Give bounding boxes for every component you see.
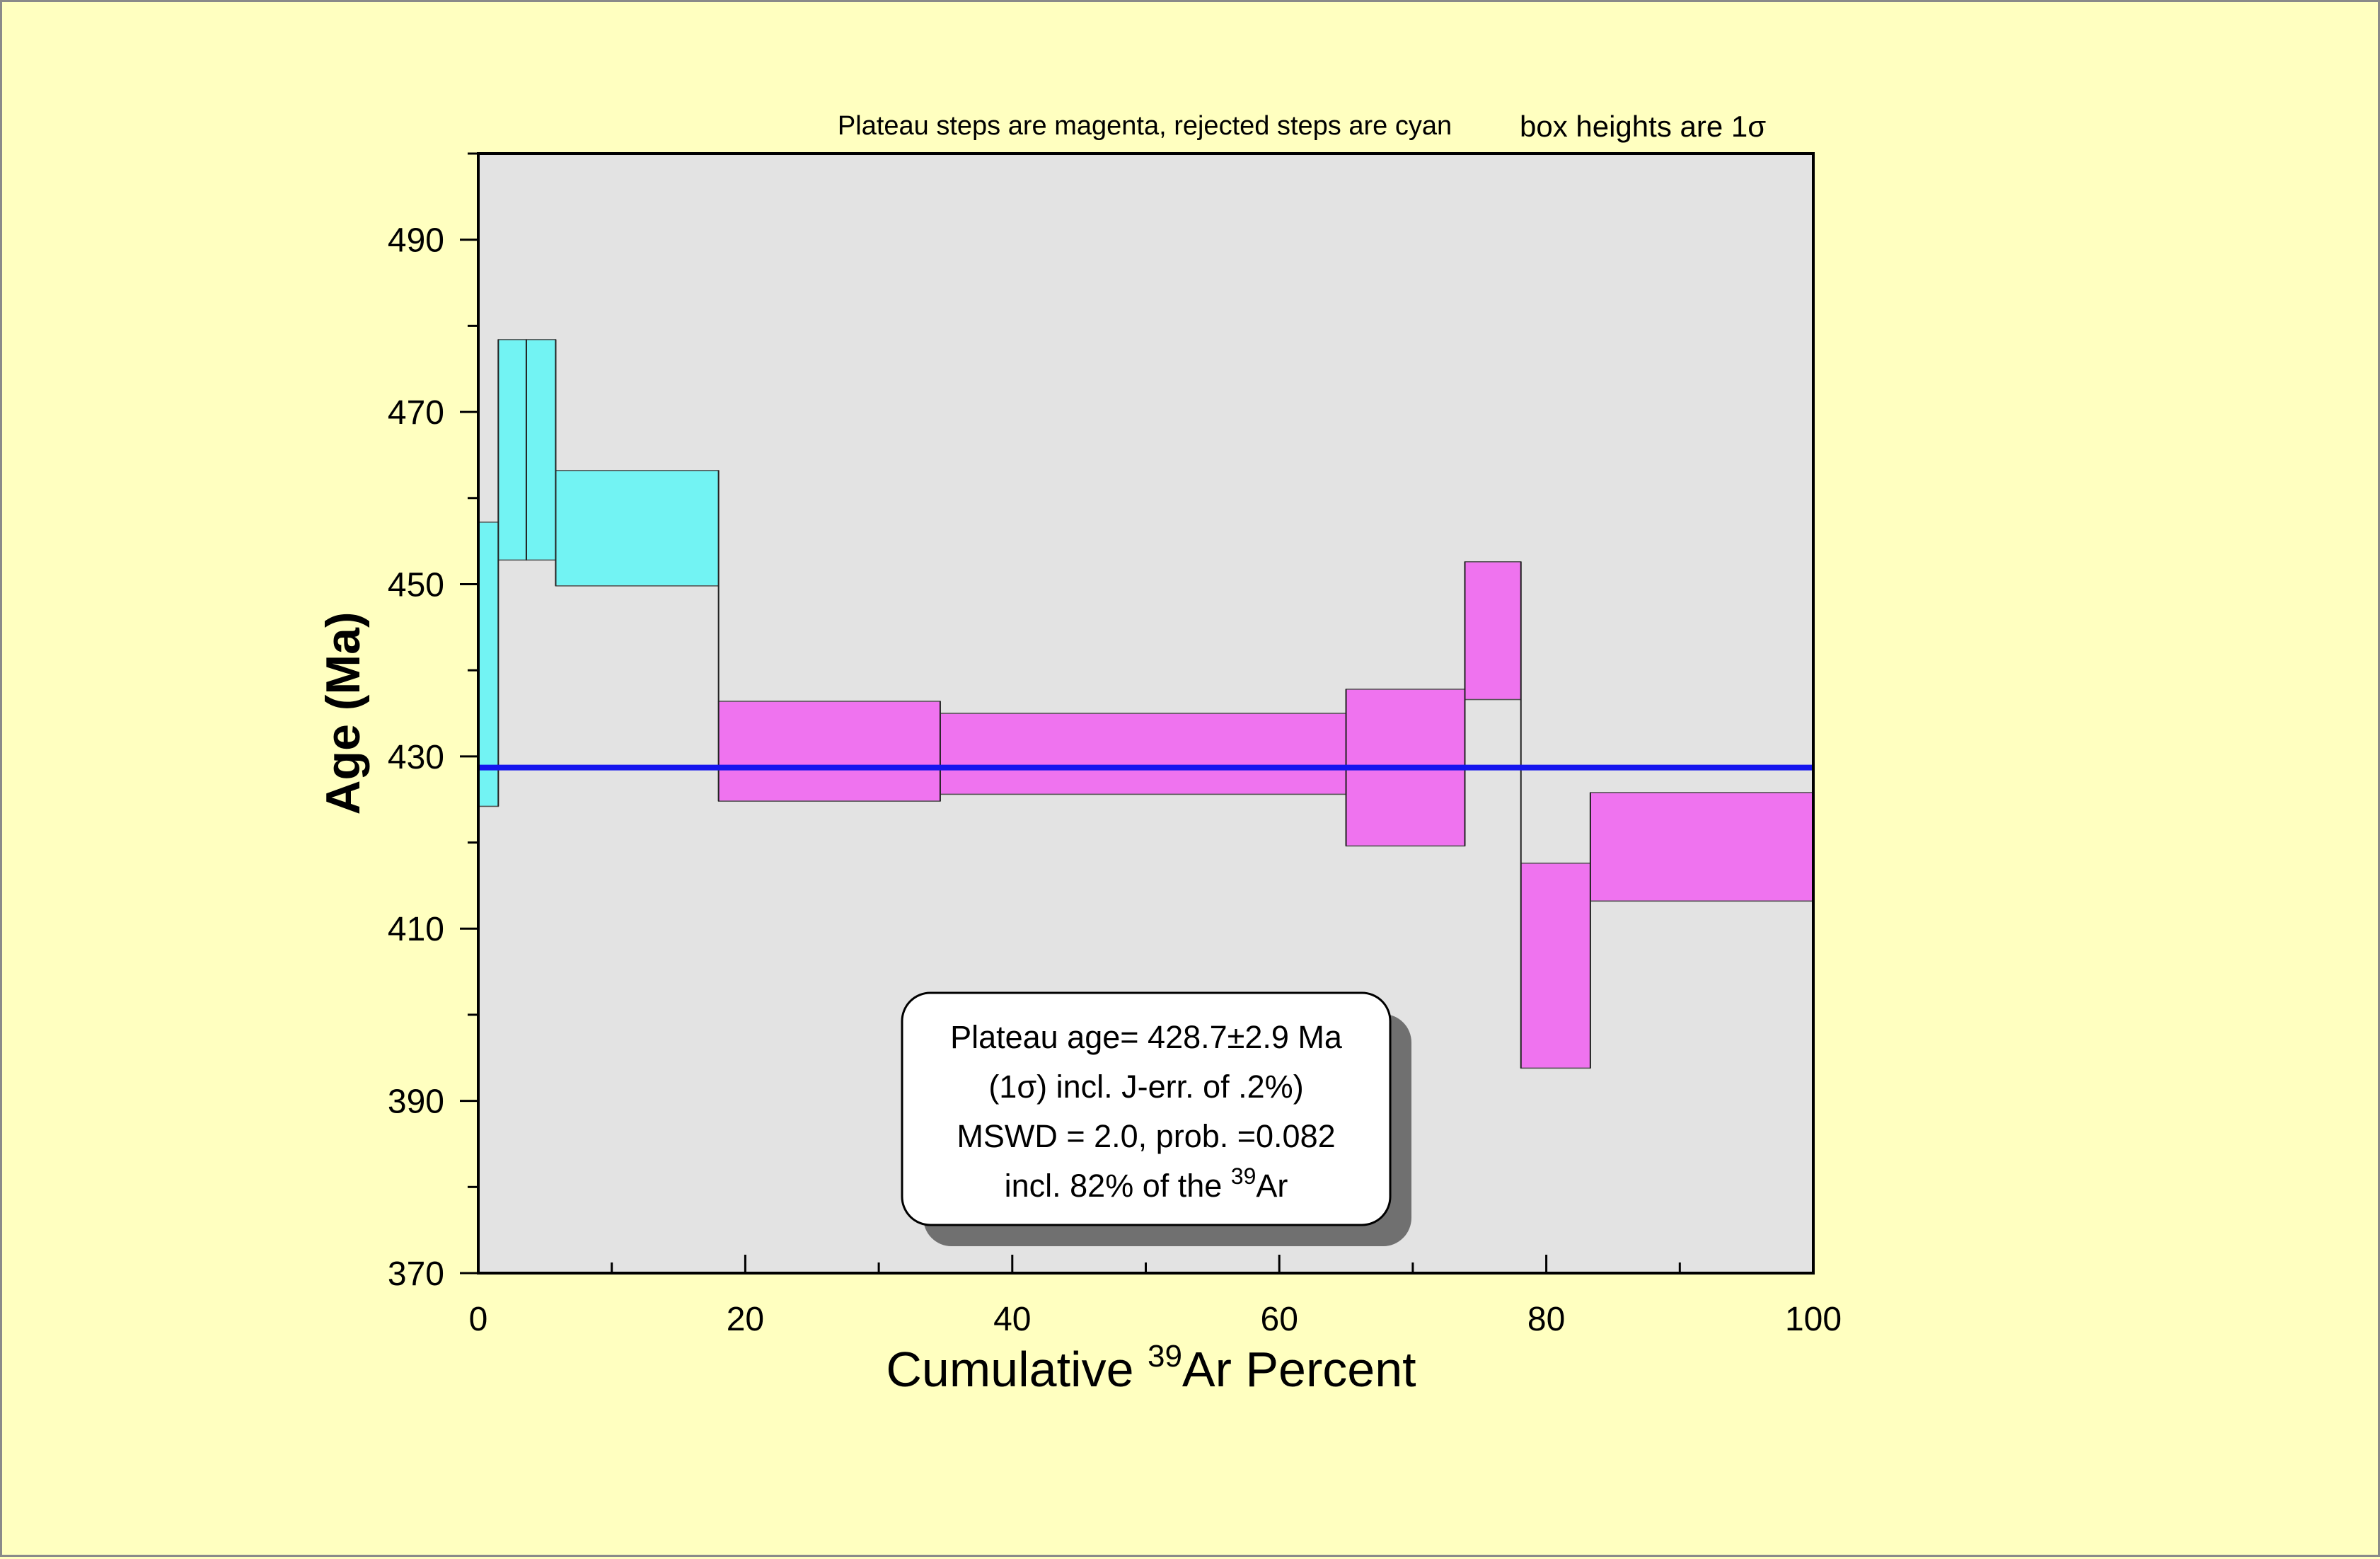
x-tick-label: 0 [469,1301,488,1338]
step-box-5 [717,701,941,802]
info-line-suffix: Ar [1256,1168,1288,1204]
info-box-panel [901,991,1392,1226]
step-box-1 [478,522,499,807]
y-tick-label: 410 [388,911,444,948]
info-line-superscript: 39 [1231,1163,1257,1189]
y-tick-label: 490 [388,222,444,260]
x-axis-label-superscript: 39 [1148,1339,1182,1374]
step-box-3 [526,339,557,561]
y-tick-label: 430 [388,739,444,776]
step-box-9 [1520,862,1591,1069]
box-height-note-prefix: box heights are 1 [1520,110,1748,143]
x-tick-label: 20 [727,1301,764,1338]
step-box-6 [940,713,1347,795]
y-tick-label: 450 [388,566,444,604]
x-axis-label: Cumulative 39Ar Percent [886,1339,1416,1397]
info-line-3: MSWD = 2.0, prob. =0.082 [957,1118,1335,1154]
info-line-prefix: incl. 82% of the [1005,1168,1231,1204]
x-axis-label-prefix: Cumulative [886,1342,1148,1397]
step-boxes [478,339,1814,1069]
info-line-4: incl. 82% of the 39Ar [1005,1163,1288,1204]
info-line-2: (1σ) incl. J-err. of .2%) [988,1069,1303,1105]
step-box-2 [497,339,527,561]
y-axis-label: Age (Ma) [316,611,370,815]
x-tick-label: 40 [993,1301,1031,1338]
step-box-8 [1464,561,1522,701]
x-tick-label: 100 [1785,1301,1842,1338]
plateau-info-box: Plateau age= 428.7±2.9 Ma (1σ) incl. J-er… [901,991,1411,1246]
x-axis-label-suffix: Ar Percent [1182,1342,1416,1397]
header-note: Plateau steps are magenta, rejected step… [838,111,1452,141]
axes: 370 390 410 430 450 470 490 0 20 40 60 80 100 [388,152,1842,1338]
box-height-note: box heights are 1σ [1520,110,1766,143]
step-box-4 [555,470,720,587]
y-tick-label: 390 [388,1083,444,1121]
x-tick-label: 60 [1261,1301,1298,1338]
sigma-symbol: σ [1748,110,1766,143]
y-tick-label: 470 [388,394,444,432]
x-tick-label: 80 [1527,1301,1565,1338]
info-line-1: Plateau age= 428.7±2.9 Ma [950,1019,1343,1055]
step-box-10 [1590,792,1814,902]
y-tick-label: 370 [388,1255,444,1293]
